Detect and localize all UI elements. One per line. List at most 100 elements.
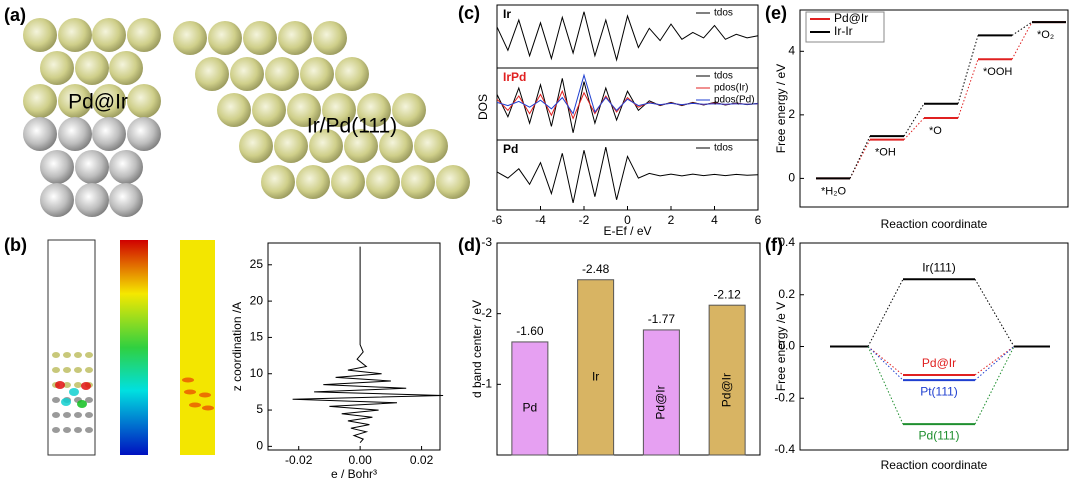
y-tick-label: 20 — [250, 293, 264, 307]
plot-frame — [799, 9, 1069, 208]
panel-name: Ir — [503, 7, 511, 21]
legend-label: tdos — [714, 143, 733, 154]
atom — [74, 427, 82, 433]
category-label: *O — [929, 125, 942, 137]
density-spot — [202, 405, 214, 411]
y-tick-label: -0.2 — [774, 390, 795, 404]
connector — [974, 346, 1015, 425]
atom — [58, 117, 92, 151]
atom — [109, 150, 143, 184]
connector — [867, 346, 904, 381]
atom — [52, 352, 60, 358]
atom — [74, 412, 82, 418]
value-label: -1.77 — [648, 312, 676, 326]
connector — [974, 278, 1015, 347]
y-tick-label: 25 — [250, 257, 264, 271]
structure-label: Pd@Ir — [68, 91, 128, 114]
panel-label: (b) — [4, 235, 27, 255]
y-axis-label: d band center / eV — [470, 300, 484, 398]
panel-label: (d) — [458, 235, 481, 255]
y-tick-label: 15 — [250, 330, 264, 344]
panel-label: (c) — [458, 3, 480, 23]
atom — [274, 129, 308, 163]
x-tick-label: 0.00 — [348, 453, 372, 467]
atom — [379, 129, 413, 163]
atom — [401, 165, 435, 199]
atom — [92, 84, 126, 118]
y-tick-label: 10 — [250, 366, 264, 380]
value-label: -2.48 — [582, 262, 610, 276]
x-tick-label: -4 — [535, 213, 546, 227]
structure-label: Ir/Pd(111) — [307, 115, 397, 138]
atom — [322, 93, 356, 127]
atom — [265, 57, 299, 91]
atom — [127, 84, 161, 118]
atom — [109, 183, 143, 217]
plot-frame — [496, 242, 761, 456]
atom — [436, 165, 470, 199]
atom — [58, 84, 92, 118]
atom — [208, 21, 242, 55]
value-label: -1.60 — [516, 324, 544, 338]
atom — [344, 129, 378, 163]
y-tick-label: 0 — [788, 171, 795, 185]
category-label: *OH — [875, 147, 896, 159]
atom — [85, 367, 93, 373]
atom — [392, 93, 426, 127]
y-tick-label: 2 — [788, 107, 795, 121]
y-tick-label: 0 — [256, 439, 263, 453]
atom — [92, 18, 126, 52]
atom — [278, 21, 312, 55]
category-label: Pd@Ir — [654, 385, 668, 419]
density-map — [180, 240, 215, 455]
atom — [173, 21, 207, 55]
x-axis-label: Reaction coordinate — [881, 217, 988, 231]
atom — [309, 129, 343, 163]
y-tick-label: -3 — [481, 235, 492, 249]
panel-label: (a) — [4, 5, 26, 25]
bar — [642, 329, 680, 456]
atom — [58, 18, 92, 52]
atom — [230, 57, 264, 91]
level-label: Pd@Ir — [922, 356, 956, 370]
connector — [849, 135, 871, 179]
connector — [903, 103, 925, 137]
atom — [296, 165, 330, 199]
y-axis-label: z coordination /A — [230, 302, 244, 391]
dos-curve — [496, 11, 759, 62]
bar — [511, 341, 549, 456]
atom — [75, 183, 109, 217]
density-lobe — [69, 388, 79, 396]
legend-label: pdos(Pd) — [714, 95, 755, 106]
density-spot — [184, 389, 196, 395]
atom — [52, 427, 60, 433]
y-axis-label: Free energy /e V — [774, 302, 788, 391]
panel-label: (e) — [765, 3, 787, 23]
y-axis-label: Free energy / eV — [774, 64, 788, 153]
plot-frame — [267, 242, 441, 451]
atom — [23, 117, 57, 151]
atom — [252, 93, 286, 127]
atom — [40, 150, 74, 184]
atom — [52, 367, 60, 373]
y-tick-label: 5 — [256, 402, 263, 416]
y-tick-label: -2 — [481, 306, 492, 320]
x-axis-label: Reaction coordinate — [881, 458, 988, 472]
panel-name: IrPd — [503, 70, 526, 84]
atom — [23, 18, 57, 52]
level-label: Pd(111) — [919, 428, 960, 442]
atom — [74, 352, 82, 358]
category-label: *OOH — [983, 66, 1012, 78]
y-axis-label: DOS — [476, 94, 490, 120]
connector — [974, 346, 1015, 381]
x-tick-label: 6 — [755, 213, 762, 227]
atom — [52, 397, 60, 403]
atom — [243, 21, 277, 55]
connector — [903, 117, 925, 140]
legend-box — [805, 11, 885, 43]
x-axis-label: E-Ef / eV — [603, 224, 651, 238]
atom — [63, 367, 71, 373]
atom — [85, 352, 93, 358]
